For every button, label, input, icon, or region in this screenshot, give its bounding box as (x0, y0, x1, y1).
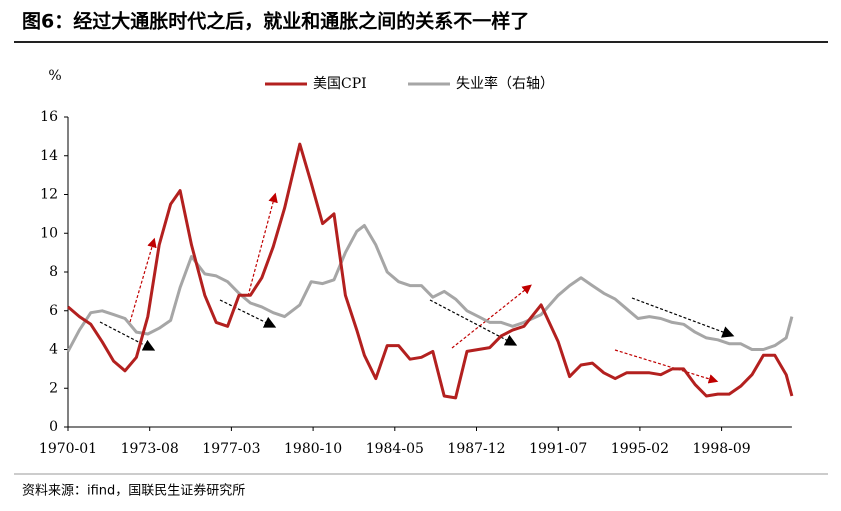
legend-label: 美国CPI (313, 76, 367, 92)
x-tick-label: 1977-03 (202, 441, 260, 457)
series-line (67, 142, 794, 400)
y-tick-label: 0 (49, 419, 58, 435)
source: 资料来源：ifind，国联民生证券研究所 (22, 483, 245, 499)
x-tick-label: 1991-07 (529, 441, 587, 457)
annotations (99, 192, 735, 384)
series-line (66, 224, 794, 353)
x-tick-label: 1984-05 (366, 441, 424, 457)
x-tick-label: 1995-02 (611, 441, 669, 457)
x-tick-label: 1980-10 (284, 441, 342, 457)
y-tick-label: 10 (40, 225, 58, 241)
y-tick-label: 8 (49, 264, 58, 280)
y-tick-label: 14 (40, 148, 58, 164)
legend-label: 失业率（右轴） (456, 75, 554, 92)
x-tick-label: 1998-09 (693, 441, 751, 457)
x-tick-label: 1987-12 (447, 441, 505, 457)
chart-title: 图6：经过大通胀时代之后，就业和通胀之间的关系不一样了 (22, 10, 529, 33)
x-tick-label: 1970-01 (39, 441, 97, 457)
y-tick-label: 4 (49, 342, 58, 358)
y-tick-label: 2 (49, 380, 58, 396)
y-tick-label: 12 (40, 187, 58, 203)
x-tick-label: 1973-08 (121, 441, 179, 457)
y-tick-label: 16 (40, 109, 58, 125)
y-tick-label: 6 (49, 303, 58, 319)
y-axis-label: % (48, 68, 61, 84)
